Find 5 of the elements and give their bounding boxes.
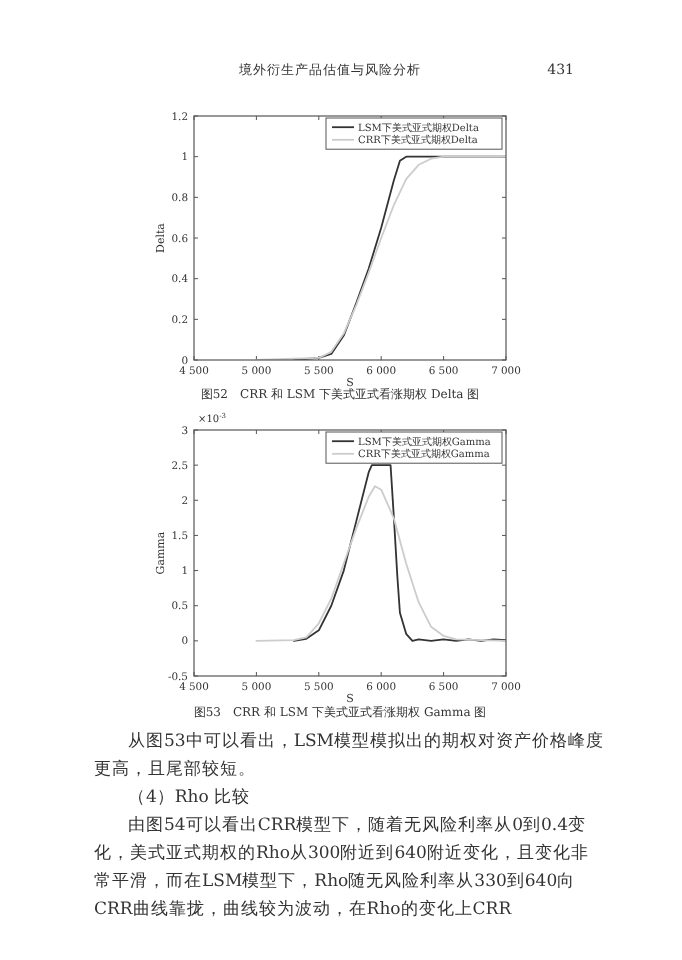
text: 从图53中可以看出，LSM模型模拟出的期权对资产价格峰度更高，且尾部较短。 [94,729,606,784]
text: 由图54可以看出CRR模型下，随着无风险利率从0到0.4变化，美式亚式期权的Rho从300附近到640附近变化，且变化非常平滑，而在LSM模型下，Rho随无风险利率从330到640向CRR曲线靠拢，曲线较为波动，在Rho的变化上CRR [94,813,591,924]
line-series [292,464,506,642]
text: （4）Rho 比较 [126,786,253,812]
line-series [255,485,506,642]
